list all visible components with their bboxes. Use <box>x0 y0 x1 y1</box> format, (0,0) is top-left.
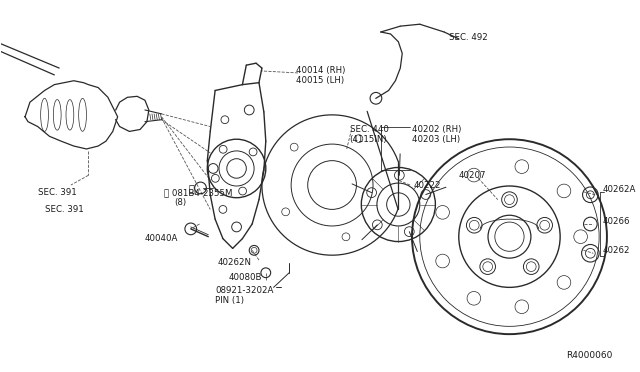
Text: 40040A: 40040A <box>145 234 179 243</box>
Text: 40080B: 40080B <box>228 273 262 282</box>
Text: 40262N: 40262N <box>217 259 251 267</box>
Text: 40202 (RH): 40202 (RH) <box>412 125 461 134</box>
Text: (8): (8) <box>174 198 186 207</box>
Text: 40203 (LH): 40203 (LH) <box>412 135 460 144</box>
Text: 40262A: 40262A <box>603 185 636 195</box>
Text: 08921-3202A: 08921-3202A <box>215 286 273 295</box>
Text: R4000060: R4000060 <box>566 351 612 360</box>
Text: SEC. 391: SEC. 391 <box>38 188 77 197</box>
Text: 40015 (LH): 40015 (LH) <box>296 76 344 85</box>
Text: 40014 (RH): 40014 (RH) <box>296 65 346 74</box>
Text: SEC. 391: SEC. 391 <box>45 205 83 214</box>
Text: 40222: 40222 <box>414 180 442 189</box>
Text: 40262: 40262 <box>603 246 630 255</box>
Text: 40266: 40266 <box>603 217 630 225</box>
Text: SEC. 440: SEC. 440 <box>349 125 388 134</box>
Text: Ⓑ 081B4-2355M: Ⓑ 081B4-2355M <box>164 188 233 197</box>
Text: PIN (1): PIN (1) <box>215 295 244 305</box>
Text: 40207: 40207 <box>459 171 486 180</box>
Text: (4115IN): (4115IN) <box>349 135 387 144</box>
Text: SEC. 492: SEC. 492 <box>449 33 488 42</box>
Text: Ⓑ: Ⓑ <box>189 183 195 193</box>
